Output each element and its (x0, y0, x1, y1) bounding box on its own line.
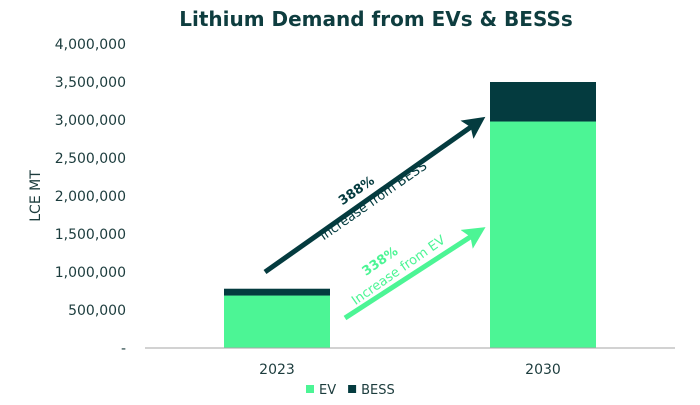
annotation-bess-text: Increase from BESS (317, 159, 430, 244)
legend: EV BESS (306, 383, 395, 398)
y-tick-label: 4,000,000 (55, 37, 126, 53)
x-axis-ticks: 2023 2030 (259, 362, 561, 378)
legend-item-ev: EV (306, 383, 336, 398)
bar-bess-2023 (224, 288, 330, 296)
x-tick-label: 2023 (259, 362, 295, 378)
arrow-bess (263, 116, 486, 275)
bar-ev-2023 (224, 295, 330, 348)
y-tick-label: 1,500,000 (55, 227, 126, 243)
y-tick-label: 2,500,000 (55, 151, 126, 167)
arrow-ev (343, 227, 486, 321)
y-tick-label: 500,000 (68, 303, 126, 319)
bar-bess-2030 (490, 82, 596, 122)
bar-ev-2030 (490, 121, 596, 349)
annotation-bess: 388% Increase from BESS (263, 116, 486, 275)
chart-title: Lithium Demand from EVs & BESSs (179, 7, 573, 31)
annotation-ev: 338% Increase from EV (343, 227, 486, 321)
bars (224, 82, 596, 349)
y-axis-ticks: - 500,000 1,000,000 1,500,000 2,000,000 2,500… (55, 37, 126, 357)
y-tick-label: 3,500,000 (55, 75, 126, 91)
legend-label: EV (319, 383, 336, 398)
y-tick-label: 3,000,000 (55, 113, 126, 129)
y-tick-label: 1,000,000 (55, 265, 126, 281)
legend-swatch (348, 385, 357, 393)
legend-swatch (306, 385, 314, 393)
y-axis-label: LCE MT (28, 170, 44, 222)
legend-item-bess: BESS (348, 383, 395, 398)
y-tick-label: - (121, 341, 126, 357)
y-tick-label: 2,000,000 (55, 189, 126, 205)
legend-label: BESS (361, 383, 395, 398)
x-tick-label: 2030 (525, 362, 561, 378)
